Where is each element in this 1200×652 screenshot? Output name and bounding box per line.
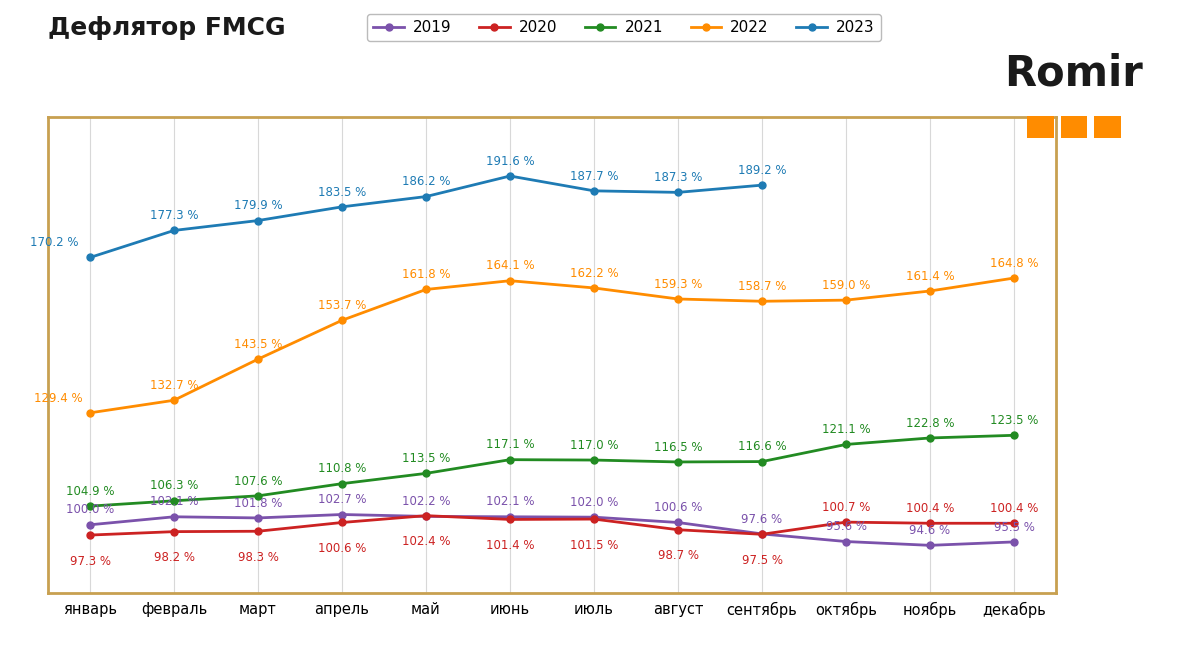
Text: 153.7 %: 153.7 %: [318, 299, 366, 312]
Text: 164.8 %: 164.8 %: [990, 257, 1038, 270]
Text: 159.0 %: 159.0 %: [822, 279, 870, 292]
Text: 170.2 %: 170.2 %: [30, 236, 79, 249]
Text: 97.6 %: 97.6 %: [742, 512, 782, 526]
Text: 100.0 %: 100.0 %: [66, 503, 114, 516]
Text: 189.2 %: 189.2 %: [738, 164, 786, 177]
Text: Romir: Romir: [1004, 52, 1144, 94]
Text: 100.6 %: 100.6 %: [654, 501, 702, 514]
Text: 132.7 %: 132.7 %: [150, 379, 198, 392]
Text: 95.6 %: 95.6 %: [826, 520, 866, 533]
Text: 100.4 %: 100.4 %: [990, 502, 1038, 515]
Text: 102.1 %: 102.1 %: [486, 496, 534, 509]
Text: 102.7 %: 102.7 %: [318, 493, 366, 506]
Text: 101.5 %: 101.5 %: [570, 539, 618, 552]
Text: 116.6 %: 116.6 %: [738, 440, 786, 453]
Text: 102.1 %: 102.1 %: [150, 496, 198, 509]
Text: 186.2 %: 186.2 %: [402, 175, 450, 188]
Text: 187.3 %: 187.3 %: [654, 171, 702, 184]
Text: 100.7 %: 100.7 %: [822, 501, 870, 514]
Text: 98.2 %: 98.2 %: [154, 551, 194, 564]
Text: 161.8 %: 161.8 %: [402, 268, 450, 281]
Text: 187.7 %: 187.7 %: [570, 170, 618, 183]
Text: 104.9 %: 104.9 %: [66, 485, 114, 497]
Text: 183.5 %: 183.5 %: [318, 186, 366, 198]
Text: 117.0 %: 117.0 %: [570, 439, 618, 452]
Text: 123.5 %: 123.5 %: [990, 414, 1038, 427]
Text: 164.1 %: 164.1 %: [486, 259, 534, 273]
Text: 179.9 %: 179.9 %: [234, 200, 282, 212]
Text: 95.5 %: 95.5 %: [994, 520, 1034, 533]
Text: 162.2 %: 162.2 %: [570, 267, 618, 280]
Text: 98.3 %: 98.3 %: [238, 551, 278, 564]
Text: 97.5 %: 97.5 %: [742, 554, 782, 567]
Text: 191.6 %: 191.6 %: [486, 155, 534, 168]
Text: 177.3 %: 177.3 %: [150, 209, 198, 222]
Text: 101.8 %: 101.8 %: [234, 497, 282, 510]
Text: 158.7 %: 158.7 %: [738, 280, 786, 293]
Text: 110.8 %: 110.8 %: [318, 462, 366, 475]
Text: 101.4 %: 101.4 %: [486, 539, 534, 552]
Text: 143.5 %: 143.5 %: [234, 338, 282, 351]
Text: 129.4 %: 129.4 %: [35, 391, 83, 404]
Legend: 2019, 2020, 2021, 2022, 2023: 2019, 2020, 2021, 2022, 2023: [367, 14, 881, 41]
Text: 100.4 %: 100.4 %: [906, 502, 954, 515]
Text: 117.1 %: 117.1 %: [486, 438, 534, 451]
Text: 113.5 %: 113.5 %: [402, 452, 450, 465]
Text: 161.4 %: 161.4 %: [906, 270, 954, 283]
Text: 106.3 %: 106.3 %: [150, 479, 198, 492]
Text: Дефлятор FMCG: Дефлятор FMCG: [48, 16, 286, 40]
Text: 116.5 %: 116.5 %: [654, 441, 702, 454]
Text: 102.0 %: 102.0 %: [570, 496, 618, 509]
Text: 100.6 %: 100.6 %: [318, 542, 366, 555]
Text: 122.8 %: 122.8 %: [906, 417, 954, 430]
Text: 102.4 %: 102.4 %: [402, 535, 450, 548]
Text: 97.3 %: 97.3 %: [70, 554, 110, 567]
Text: 94.6 %: 94.6 %: [910, 524, 950, 537]
Text: 121.1 %: 121.1 %: [822, 423, 870, 436]
Text: 159.3 %: 159.3 %: [654, 278, 702, 291]
Text: 107.6 %: 107.6 %: [234, 475, 282, 488]
Text: 102.2 %: 102.2 %: [402, 495, 450, 508]
Text: 98.7 %: 98.7 %: [658, 549, 698, 562]
